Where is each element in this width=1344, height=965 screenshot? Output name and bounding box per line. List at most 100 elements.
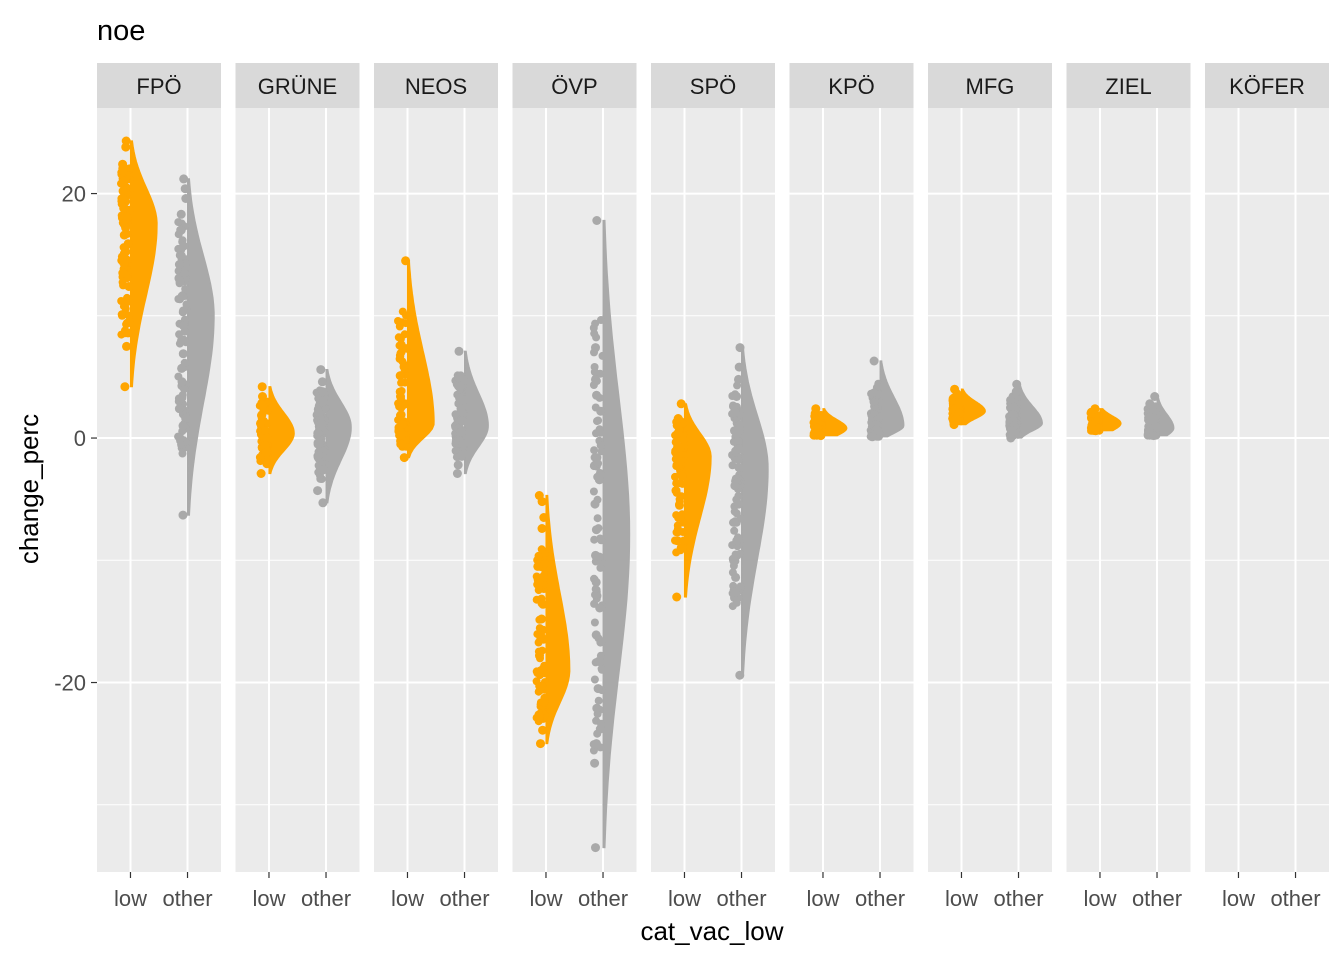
data-point bbox=[734, 499, 744, 509]
data-point bbox=[590, 758, 600, 768]
data-point bbox=[534, 551, 543, 560]
data-point bbox=[1006, 395, 1016, 405]
data-point bbox=[592, 216, 602, 225]
data-point bbox=[318, 498, 328, 508]
data-point bbox=[673, 428, 683, 438]
data-point bbox=[451, 410, 460, 419]
data-point bbox=[175, 277, 185, 287]
data-point bbox=[117, 310, 127, 320]
data-point bbox=[730, 507, 739, 516]
x-tick-label: low bbox=[391, 886, 424, 911]
data-point bbox=[398, 307, 407, 316]
data-point bbox=[732, 536, 742, 546]
data-point bbox=[597, 637, 606, 646]
data-point bbox=[174, 260, 184, 269]
data-point bbox=[119, 258, 129, 268]
data-point bbox=[731, 572, 741, 582]
data-point bbox=[537, 681, 547, 691]
data-point bbox=[396, 401, 406, 411]
data-point bbox=[315, 438, 325, 448]
data-point bbox=[590, 499, 600, 509]
data-point bbox=[534, 586, 543, 595]
data-point bbox=[316, 365, 326, 375]
data-point bbox=[178, 421, 188, 431]
data-point bbox=[671, 486, 681, 496]
data-point bbox=[397, 420, 407, 430]
data-point bbox=[177, 440, 186, 449]
x-tick-label: other bbox=[993, 886, 1043, 911]
data-point bbox=[120, 382, 130, 392]
data-point bbox=[730, 481, 740, 491]
data-point bbox=[589, 746, 598, 755]
data-point bbox=[673, 414, 683, 423]
data-point bbox=[537, 614, 547, 624]
data-point bbox=[124, 282, 134, 291]
facet-strip-label: MFG bbox=[966, 74, 1015, 99]
data-point bbox=[590, 368, 599, 376]
facet-strip-label: FPÖ bbox=[136, 74, 181, 99]
data-point bbox=[394, 333, 403, 342]
data-point bbox=[318, 396, 328, 406]
panel-background bbox=[1066, 108, 1191, 872]
data-point bbox=[179, 241, 189, 251]
data-point bbox=[728, 554, 738, 564]
data-point bbox=[675, 479, 684, 488]
data-point bbox=[1150, 392, 1160, 401]
data-point bbox=[396, 410, 406, 420]
facet-strip bbox=[374, 63, 498, 108]
data-point bbox=[591, 630, 601, 640]
data-point bbox=[119, 230, 129, 240]
data-point bbox=[396, 392, 405, 401]
data-point bbox=[262, 459, 272, 469]
x-tick-label: other bbox=[1270, 886, 1320, 911]
facet-panel: FPÖ low other bbox=[97, 63, 221, 911]
data-point bbox=[1091, 426, 1101, 436]
y-tick-label: -20 bbox=[54, 671, 86, 696]
x-tick-label: low bbox=[806, 886, 839, 911]
facet-strip-label: NEOS bbox=[405, 74, 467, 99]
data-point bbox=[181, 194, 191, 203]
x-tick-label: low bbox=[1222, 886, 1255, 911]
data-point bbox=[729, 561, 738, 570]
data-point bbox=[540, 559, 549, 568]
data-point bbox=[869, 388, 878, 397]
facet-strip bbox=[97, 63, 221, 108]
data-point bbox=[123, 239, 133, 249]
data-point bbox=[174, 404, 184, 414]
panel-background bbox=[235, 108, 360, 872]
data-point bbox=[591, 843, 600, 853]
data-point bbox=[730, 426, 739, 436]
data-point bbox=[734, 444, 744, 454]
data-point bbox=[537, 524, 547, 533]
data-point bbox=[401, 256, 411, 266]
data-point bbox=[394, 317, 402, 325]
facet-strip bbox=[235, 63, 360, 108]
data-point bbox=[592, 390, 601, 400]
data-point bbox=[1006, 433, 1016, 443]
data-point bbox=[734, 462, 744, 472]
data-point bbox=[734, 374, 743, 384]
data-point bbox=[534, 712, 544, 722]
x-tick-label: low bbox=[114, 886, 147, 911]
x-tick-label: low bbox=[668, 886, 701, 911]
violin-other bbox=[602, 219, 631, 849]
data-point bbox=[538, 725, 548, 735]
violin-other bbox=[325, 368, 352, 504]
data-point bbox=[539, 697, 549, 707]
data-point bbox=[536, 631, 546, 641]
data-point bbox=[595, 724, 605, 734]
data-point bbox=[591, 343, 600, 353]
violin-low bbox=[268, 386, 295, 475]
data-point bbox=[1145, 399, 1155, 409]
data-point bbox=[260, 440, 270, 450]
violin-other bbox=[1017, 383, 1043, 439]
x-tick-label: low bbox=[252, 886, 285, 911]
x-tick-label: other bbox=[716, 886, 766, 911]
violin-low bbox=[129, 140, 158, 388]
data-point bbox=[590, 675, 599, 684]
data-point bbox=[318, 387, 328, 397]
data-point bbox=[676, 546, 685, 555]
data-point bbox=[181, 259, 190, 268]
data-point bbox=[591, 525, 601, 535]
